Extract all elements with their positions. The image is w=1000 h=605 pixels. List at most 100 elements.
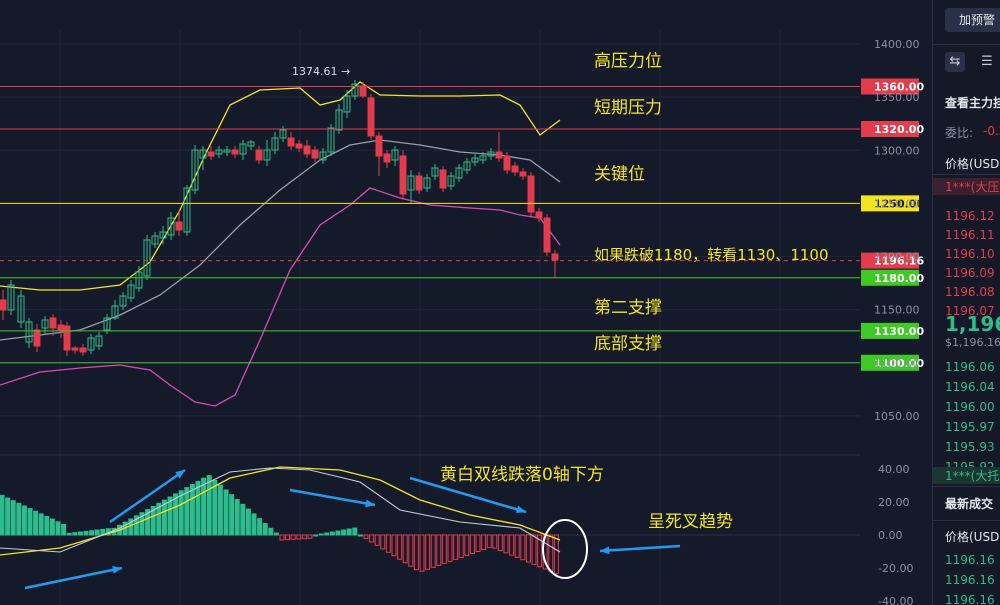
- candle-body: [255, 149, 263, 161]
- price-tick: 1100.00: [874, 357, 920, 370]
- dea-line: [0, 466, 561, 556]
- candle-body: [391, 149, 399, 161]
- arrowhead-icon: [112, 566, 122, 574]
- macd-bar: [178, 490, 184, 536]
- macd-bar: [520, 534, 526, 561]
- macd-bar: [133, 515, 139, 536]
- last-price-usd: $1,196.16: [945, 336, 1000, 349]
- arrowhead-icon: [175, 470, 185, 479]
- macd-bar: [156, 502, 162, 536]
- candle-body: [487, 151, 495, 157]
- macd-bar: [553, 534, 559, 575]
- candle-body: [183, 187, 191, 233]
- candle-body: [119, 295, 127, 307]
- candle-body: [111, 305, 119, 319]
- macd-bar: [548, 534, 554, 572]
- layout-icon[interactable]: ⇆: [945, 52, 965, 72]
- level-tag: [861, 195, 919, 212]
- macd-bar: [262, 522, 268, 536]
- candle-body: [479, 155, 487, 161]
- macd-bar: [408, 534, 414, 567]
- macd-tick: 40.00: [878, 463, 910, 476]
- level-tag: [861, 269, 919, 286]
- macd-bar: [145, 509, 151, 536]
- candle-body: [311, 149, 319, 159]
- dif-line: [0, 467, 561, 553]
- price-tick: 1250.00: [874, 197, 920, 210]
- candle-body: [359, 85, 367, 97]
- candle-body: [127, 284, 135, 299]
- ratio-value: -0.2: [983, 124, 1000, 138]
- moving-average: [0, 139, 561, 341]
- main-order-label[interactable]: 查看主力挂: [945, 96, 1000, 110]
- candle-body: [351, 83, 359, 97]
- ask-price: 1196.11: [945, 228, 995, 242]
- macd-bar: [301, 534, 307, 540]
- macd-bar: [335, 530, 341, 536]
- candle-body: [199, 149, 207, 159]
- macd-tick: -20.00: [878, 562, 913, 575]
- ask-wall-label: 1***(大压: [933, 178, 1000, 195]
- macd-bar: [318, 533, 324, 536]
- macd-bar: [369, 534, 375, 543]
- candle-body: [0, 299, 7, 311]
- level-tag: [861, 322, 919, 339]
- price-tick: 1150.00: [874, 304, 920, 317]
- arrow-icon: [24, 566, 123, 590]
- price-chart[interactable]: 1360.00 高压力位 1320.00 短期压力 1250.00 关键位 1180.00 如…: [0, 0, 932, 605]
- candle-body: [271, 137, 279, 151]
- candle-body: [135, 271, 143, 289]
- candle-body: [17, 295, 25, 323]
- macd-bar: [83, 530, 89, 536]
- level-tag: [861, 78, 919, 95]
- ask-price: 1196.07: [945, 304, 995, 318]
- price-header: 价格(USD: [945, 157, 1000, 171]
- last-price: 1,196.: [945, 312, 1000, 336]
- level-note: 短期压力: [594, 98, 662, 118]
- candle-body: [247, 141, 255, 147]
- candle-body: [327, 127, 335, 153]
- death-cross-circle: [542, 519, 588, 579]
- macd-bar: [357, 534, 363, 537]
- grid-lines: [0, 30, 860, 605]
- level-note: 第二支撑: [594, 298, 662, 318]
- level-tag-label: 1360.00: [874, 81, 924, 94]
- level-tag-label: 1180.00: [874, 272, 924, 285]
- macd-bar: [55, 521, 61, 536]
- macd-bar: [240, 503, 246, 536]
- ask-price: 1196.10: [945, 247, 995, 261]
- candle-body: [103, 317, 111, 331]
- candle-body: [431, 167, 439, 177]
- level-tag-label: 1100.00: [874, 357, 924, 370]
- macd-bar: [72, 532, 78, 536]
- macd-bar: [268, 527, 274, 536]
- macd-bar: [89, 530, 95, 536]
- candle-body: [367, 97, 375, 137]
- macd-bar: [173, 493, 179, 536]
- candle-body: [439, 169, 447, 189]
- macd-bar: [223, 489, 229, 536]
- macd-bar: [391, 534, 397, 557]
- candle-body: [87, 337, 95, 351]
- candle-body: [543, 217, 551, 253]
- macd-bar: [329, 531, 335, 536]
- level-tag: [861, 121, 919, 137]
- bid-price: 1196.06: [945, 360, 995, 374]
- macd-bar: [531, 534, 537, 565]
- macd-bar: [380, 534, 386, 550]
- list-icon[interactable]: ☰: [981, 54, 993, 69]
- level-tag-label: 1130.00: [874, 325, 924, 338]
- macd-bar: [150, 505, 156, 536]
- candle-body: [71, 347, 79, 351]
- add-alert-button[interactable]: 加预警: [945, 8, 1000, 32]
- price-tick: 1400.00: [874, 38, 920, 51]
- macd-bar: [537, 534, 543, 568]
- arrowhead-icon: [516, 505, 526, 514]
- macd-bar: [21, 505, 27, 536]
- macd-bar: [296, 534, 302, 540]
- price-tick: 1050.00: [874, 410, 920, 423]
- candle-body: [343, 95, 351, 113]
- level-note: 关键位: [594, 164, 645, 184]
- level-note: 底部支撑: [594, 334, 662, 354]
- macd-bar: [38, 513, 44, 536]
